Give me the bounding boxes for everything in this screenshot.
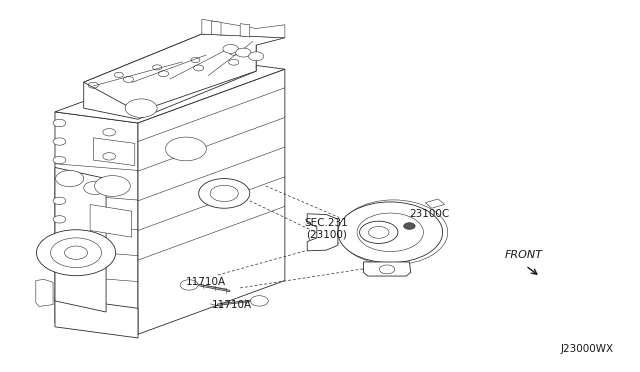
Polygon shape bbox=[364, 262, 411, 276]
Polygon shape bbox=[55, 297, 138, 338]
Polygon shape bbox=[138, 69, 285, 334]
Circle shape bbox=[84, 181, 107, 195]
Polygon shape bbox=[90, 205, 132, 237]
Text: J23000WX: J23000WX bbox=[561, 344, 614, 354]
Circle shape bbox=[248, 52, 264, 61]
Circle shape bbox=[338, 202, 443, 263]
Circle shape bbox=[166, 137, 206, 161]
Circle shape bbox=[53, 138, 66, 145]
Circle shape bbox=[223, 44, 238, 53]
Circle shape bbox=[53, 197, 66, 205]
Circle shape bbox=[198, 179, 250, 208]
Circle shape bbox=[357, 213, 424, 251]
Circle shape bbox=[236, 48, 251, 57]
Circle shape bbox=[53, 119, 66, 127]
Circle shape bbox=[53, 156, 66, 164]
Circle shape bbox=[210, 185, 238, 202]
Polygon shape bbox=[202, 19, 285, 38]
Text: FRONT: FRONT bbox=[505, 250, 543, 260]
Circle shape bbox=[95, 176, 131, 196]
Polygon shape bbox=[84, 34, 285, 112]
Circle shape bbox=[53, 216, 66, 223]
Text: 11710A: 11710A bbox=[211, 299, 252, 310]
Circle shape bbox=[180, 280, 198, 290]
Circle shape bbox=[125, 99, 157, 118]
Circle shape bbox=[51, 238, 102, 267]
Text: SEC.231: SEC.231 bbox=[305, 218, 348, 228]
Circle shape bbox=[360, 221, 398, 243]
Circle shape bbox=[56, 170, 84, 187]
Polygon shape bbox=[84, 34, 256, 119]
Polygon shape bbox=[211, 21, 221, 35]
Polygon shape bbox=[55, 167, 106, 312]
Polygon shape bbox=[240, 24, 250, 37]
Text: 23100C: 23100C bbox=[410, 209, 450, 219]
Text: (23100): (23100) bbox=[306, 229, 347, 239]
Circle shape bbox=[369, 227, 389, 238]
Polygon shape bbox=[307, 214, 338, 251]
Circle shape bbox=[103, 153, 116, 160]
Text: 11710A: 11710A bbox=[186, 278, 226, 287]
Polygon shape bbox=[55, 112, 138, 334]
Circle shape bbox=[103, 129, 116, 136]
Polygon shape bbox=[93, 138, 135, 166]
Circle shape bbox=[250, 296, 268, 306]
Polygon shape bbox=[55, 58, 285, 123]
Circle shape bbox=[65, 246, 88, 259]
Polygon shape bbox=[36, 279, 53, 307]
Circle shape bbox=[36, 230, 116, 276]
Circle shape bbox=[380, 265, 395, 274]
Circle shape bbox=[404, 223, 415, 230]
Polygon shape bbox=[426, 199, 445, 208]
